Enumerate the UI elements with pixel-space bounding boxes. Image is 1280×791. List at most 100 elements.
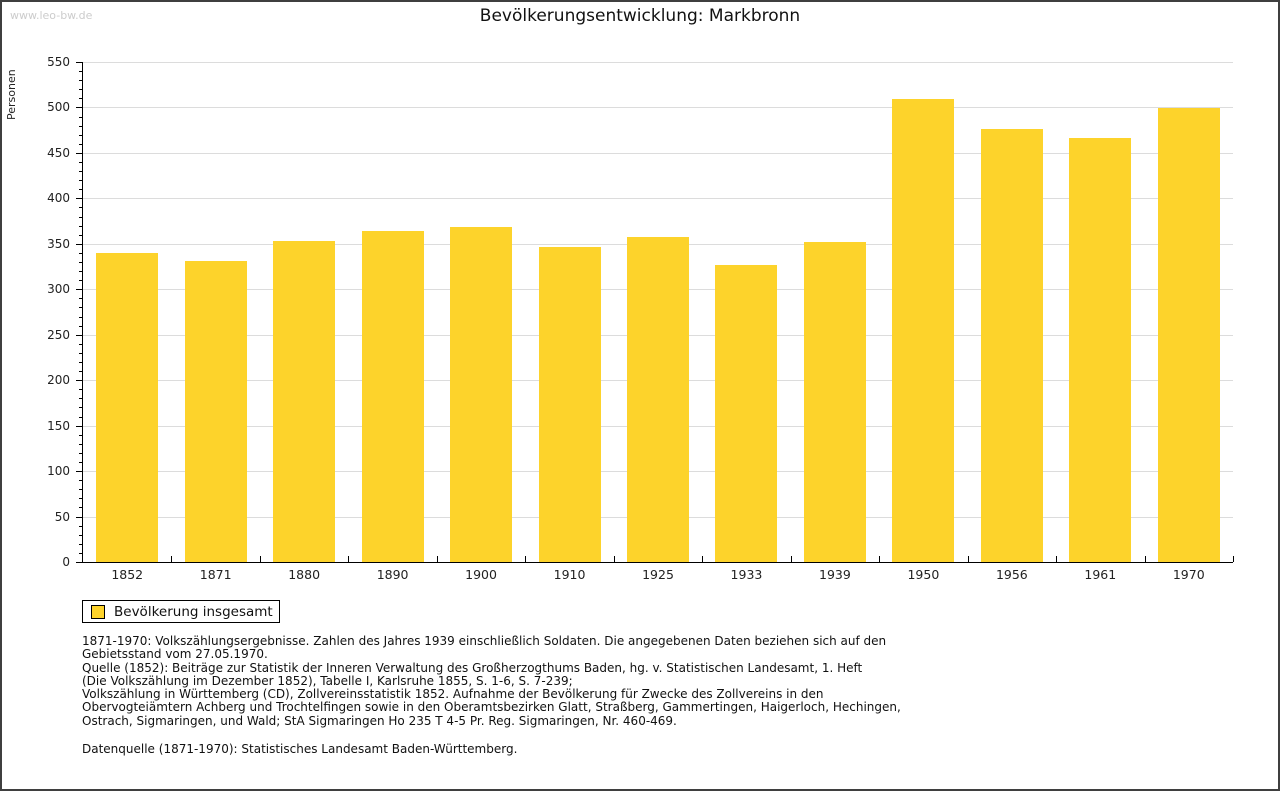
y-minor-tick [79,262,83,263]
y-minor-tick [79,489,83,491]
gridline-400 [83,198,1233,200]
y-minor-tick [79,398,83,400]
y-major-tick [76,334,83,336]
x-tick-label: 1852 [111,567,144,582]
y-minor-tick [79,362,83,363]
y-tick-label: 50 [54,509,70,524]
y-minor-tick [79,507,83,509]
footnotes-block: 1871-1970: Volkszählungsergebnisse. Zahl… [82,634,1202,728]
x-tick-label: 1900 [465,567,497,582]
y-minor-tick [79,162,83,163]
y-minor-tick [79,416,83,418]
x-tick-label: 1890 [376,567,409,582]
y-minor-tick [79,207,83,209]
y-minor-tick [79,189,83,191]
y-tick-label: 550 [47,55,70,69]
footnote-line: Quelle (1852): Beiträge zur Statistik de… [82,660,863,675]
y-major-tick [76,289,83,291]
bar-1890 [361,231,424,562]
y-minor-tick [79,71,83,73]
x-tick-label: 1925 [642,567,674,582]
x-tick-label: 1956 [995,567,1028,582]
y-major-tick [76,380,83,382]
y-major-tick [76,198,83,200]
legend-swatch-icon [91,604,105,619]
bar-1939 [803,242,866,562]
x-boundary-tick [967,556,969,562]
x-tick-label: 1961 [1084,567,1117,582]
footnote-line: Ostrach, Sigmaringen, und Wald; StA Sigm… [82,713,677,728]
y-minor-tick [79,171,83,173]
x-tick-label: 1871 [199,567,232,582]
gridline-450 [83,152,1233,154]
footnote-line: Obervogteiämtern Achberg und Trochtelfin… [82,700,901,715]
y-tick-label: 150 [47,418,70,433]
bar-1910 [538,247,601,562]
y-minor-tick [79,143,83,145]
bar-1956 [980,129,1043,562]
x-boundary-tick [348,556,350,562]
footnote-line: (Die Volkszählung im Dezember 1852), Tab… [82,673,573,688]
y-minor-tick [79,180,83,182]
y-minor-tick [79,234,83,236]
bar-1925 [627,236,689,562]
y-minor-tick [79,389,83,391]
y-major-tick [76,516,83,518]
x-boundary-tick [790,556,792,562]
y-minor-tick [79,307,83,309]
y-minor-tick [79,343,83,345]
legend-box: Bevölkerung insgesamt [82,600,280,623]
y-minor-tick [79,452,83,454]
y-tick-label: 0 [62,555,70,569]
data-source-line: Datenquelle (1871-1970): Statistisches L… [82,742,518,756]
y-minor-tick [79,271,83,273]
y-major-tick [76,562,83,563]
y-minor-tick [79,462,83,463]
x-boundary-tick [436,556,438,562]
x-tick-label: 1970 [1172,567,1205,582]
y-minor-tick [79,280,83,282]
x-boundary-tick [702,556,704,562]
x-tick-label: 1939 [819,567,851,582]
y-tick-label: 450 [47,145,70,160]
y-minor-tick [79,316,83,318]
x-boundary-tick [1233,556,1234,562]
x-boundary-tick [171,556,173,562]
bar-1871 [184,261,247,562]
bar-1852 [96,252,159,562]
y-minor-tick [79,498,83,500]
y-minor-tick [79,407,83,409]
chart-title: Bevölkerungsentwicklung: Markbronn [479,6,801,26]
x-boundary-tick [259,556,261,562]
x-tick-label: 1950 [907,567,940,582]
y-tick-label: 350 [47,236,70,251]
site-watermark: www.leo-bw.de [10,9,93,22]
y-tick-label: 500 [47,100,70,115]
y-major-tick [76,243,83,245]
y-major-tick [76,471,83,473]
y-minor-tick [79,525,83,527]
x-boundary-tick [1056,556,1058,562]
y-minor-tick [79,325,83,327]
bar-1961 [1069,138,1132,562]
y-minor-tick [79,125,83,127]
y-tick-label: 300 [47,282,70,297]
y-minor-tick [79,98,83,100]
y-minor-tick [79,89,83,91]
y-tick-label: 400 [47,191,70,206]
y-major-tick [76,152,83,154]
y-minor-tick [79,216,83,218]
y-minor-tick [79,225,83,227]
y-minor-tick [79,371,83,373]
x-boundary-tick [525,556,527,562]
y-minor-tick [79,534,83,536]
y-minor-tick [79,543,83,545]
bar-1880 [273,241,336,562]
gridline-550 [83,62,1233,63]
y-major-tick [76,425,83,427]
y-tick-label: 100 [47,464,70,479]
footnote-line: 1871-1970: Volkszählungsergebnisse. Zahl… [82,634,887,648]
y-minor-tick [79,134,83,136]
bar-1950 [892,99,955,562]
